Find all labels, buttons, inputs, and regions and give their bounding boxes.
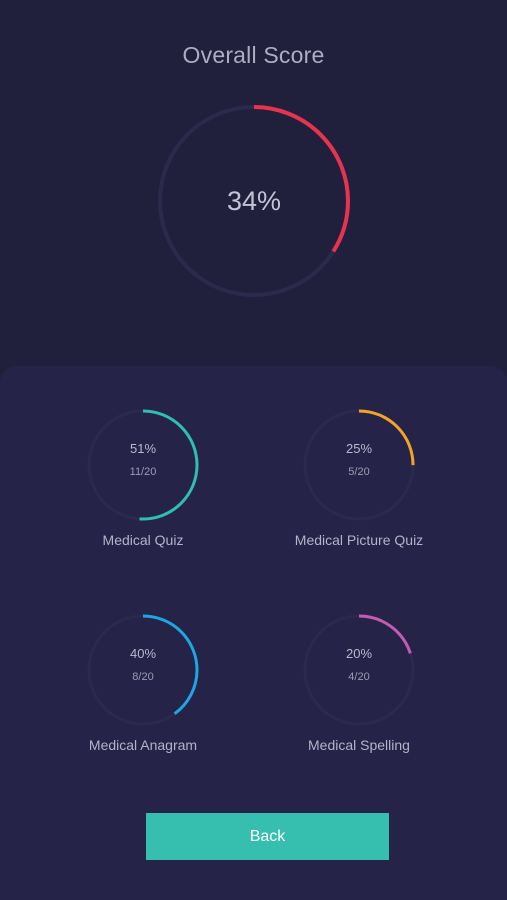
quiz-percent: 20% <box>345 646 373 661</box>
quiz-ring <box>303 614 415 726</box>
overall-score-ring <box>158 105 350 297</box>
quiz-ring <box>87 614 199 726</box>
back-button[interactable]: Back <box>146 813 389 860</box>
quiz-score: 11/20 <box>129 466 157 478</box>
overall-ring-progress <box>158 105 350 297</box>
quiz-score: 8/20 <box>132 671 154 683</box>
quiz-percent: 25% <box>345 441 373 456</box>
quiz-label: Medical Spelling <box>308 737 410 753</box>
overall-score-value: 34% <box>226 185 282 216</box>
quiz-ring-progress <box>303 409 415 521</box>
overall-score-title: Overall Score <box>182 42 325 68</box>
quiz-label: Medical Quiz <box>102 532 184 548</box>
quiz-percent: 51% <box>129 441 157 456</box>
quiz-label: Medical Picture Quiz <box>294 532 424 548</box>
quiz-ring <box>303 409 415 521</box>
quiz-ring-progress <box>87 409 199 521</box>
quiz-score: 4/20 <box>348 671 370 683</box>
quiz-ring-progress <box>87 614 199 726</box>
quiz-label: Medical Anagram <box>88 737 198 753</box>
quiz-ring <box>87 409 199 521</box>
quiz-percent: 40% <box>129 646 157 661</box>
quiz-ring-progress <box>303 614 415 726</box>
category-scores-panel: 51% 11/20 Medical Quiz 25% 5/20 Medical … <box>0 366 507 900</box>
quiz-score: 5/20 <box>348 466 370 478</box>
